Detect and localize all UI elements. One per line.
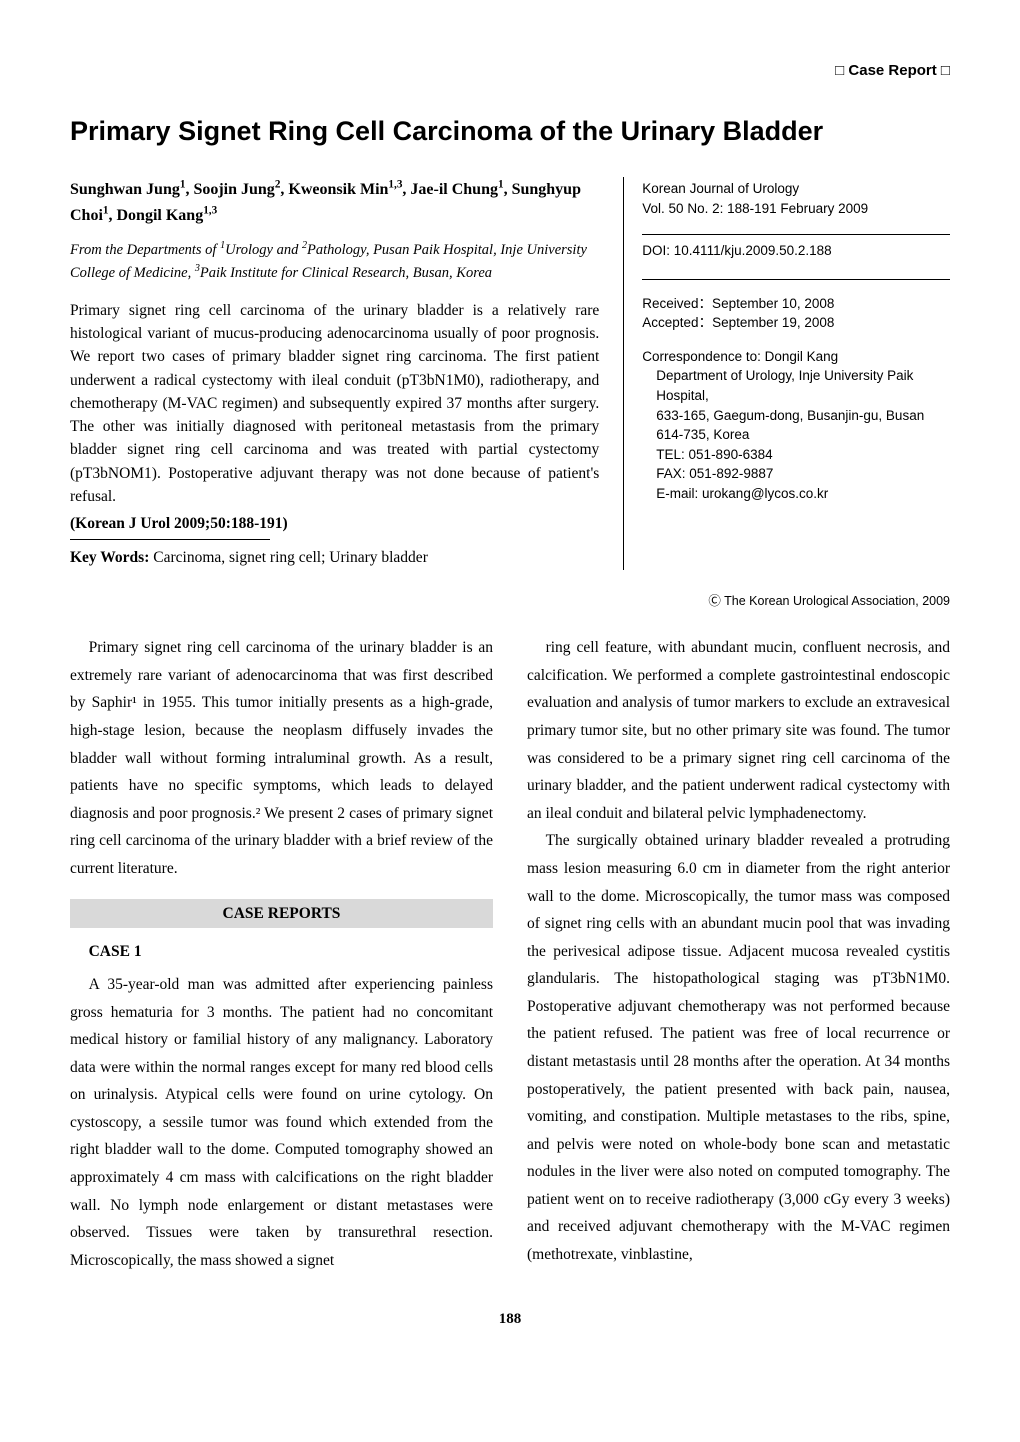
case-report-tag: □ Case Report □ (70, 60, 950, 83)
right-column: ring cell feature, with abundant mucin, … (527, 634, 950, 1274)
correspondence-line-0: Department of Urology, Inje University P… (642, 366, 950, 405)
left-column: Primary signet ring cell carcinoma of th… (70, 634, 493, 1274)
doi: DOI: 10.4111/kju.2009.50.2.188 (642, 241, 950, 261)
citation: (Korean J Urol 2009;50:188-191) (70, 512, 599, 535)
article-title: Primary Signet Ring Cell Carcinoma of th… (70, 111, 950, 152)
keywords-label: Key Words: (70, 549, 149, 566)
affiliations: From the Departments of 1Urology and 2Pa… (70, 238, 599, 285)
intro-paragraph: Primary signet ring cell carcinoma of th… (70, 634, 493, 882)
right-paragraph-2: The surgically obtained urinary bladder … (527, 827, 950, 1268)
abstract: Primary signet ring cell carcinoma of th… (70, 299, 599, 508)
case-reports-heading: CASE REPORTS (70, 899, 493, 928)
sidebar-block: Korean Journal of Urology Vol. 50 No. 2:… (623, 177, 950, 570)
page-number: 188 (70, 1308, 950, 1331)
copyright: Ⓒ The Korean Urological Association, 200… (70, 592, 950, 611)
dates: Received：September 10, 2008 Accepted：Sep… (642, 294, 950, 333)
sidebar-rule-2 (642, 279, 950, 280)
accepted-date: Accepted：September 19, 2008 (642, 313, 950, 333)
header-left-block: Sunghwan Jung1, Soojin Jung2, Kweonsik M… (70, 177, 599, 570)
correspondence-label: Correspondence to: Dongil Kang (642, 347, 950, 367)
journal-name: Korean Journal of Urology (642, 179, 950, 199)
journal-info: Korean Journal of Urology Vol. 50 No. 2:… (642, 179, 950, 218)
correspondence-line-3: FAX: 051-892-9887 (642, 464, 950, 484)
header-columns: Sunghwan Jung1, Soojin Jung2, Kweonsik M… (70, 177, 950, 570)
keywords: Key Words: Carcinoma, signet ring cell; … (70, 546, 599, 569)
correspondence-line-1: 633-165, Gaegum-dong, Busanjin-gu, Busan… (642, 406, 950, 445)
case-1-label: CASE 1 (89, 940, 493, 963)
body-columns: Primary signet ring cell carcinoma of th… (70, 634, 950, 1274)
journal-issue: Vol. 50 No. 2: 188-191 February 2009 (642, 199, 950, 219)
short-rule (70, 539, 270, 540)
received-date: Received：September 10, 2008 (642, 294, 950, 314)
authors: Sunghwan Jung1, Soojin Jung2, Kweonsik M… (70, 177, 599, 228)
correspondence-line-2: TEL: 051-890-6384 (642, 445, 950, 465)
correspondence: Correspondence to: Dongil Kang Departmen… (642, 347, 950, 504)
case-1-paragraph: A 35-year-old man was admitted after exp… (70, 971, 493, 1274)
keywords-text: Carcinoma, signet ring cell; Urinary bla… (149, 549, 427, 566)
authors-bold: Sunghwan Jung1, Soojin Jung2, Kweonsik M… (70, 181, 581, 223)
correspondence-line-4: E-mail: urokang@lycos.co.kr (642, 484, 950, 504)
right-paragraph-1: ring cell feature, with abundant mucin, … (527, 634, 950, 827)
sidebar-rule-1 (642, 234, 950, 235)
